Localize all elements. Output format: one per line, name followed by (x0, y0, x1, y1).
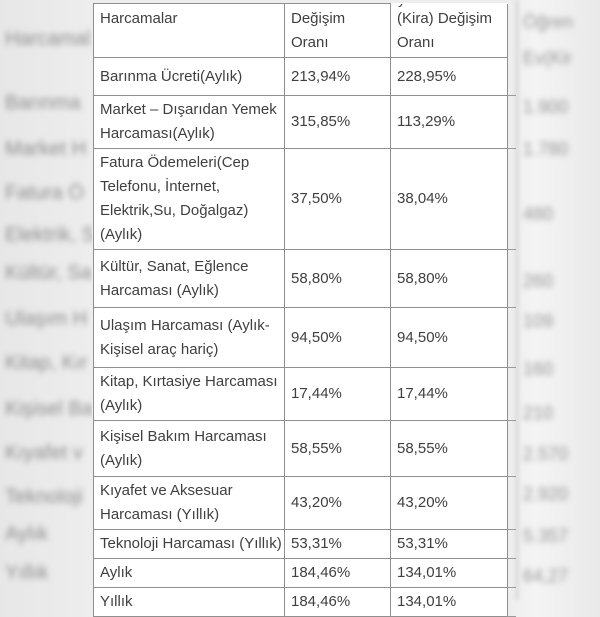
kira-degisim-orani-cell: 43,20% (390, 476, 508, 530)
degisim-orani-cell: 53,31% (284, 529, 391, 559)
blurred-column-border (516, 0, 518, 600)
table-row: Teknoloji Harcaması (Yıllık) 53,31% 53,31% (93, 529, 508, 559)
blurred-text-fragment: 2.570 (523, 444, 569, 464)
kira-degisim-orani-cell: 94,50% (390, 307, 508, 368)
degisim-orani-cell: 184,46% (284, 587, 391, 617)
blurred-text-fragment: 109 (523, 311, 554, 331)
blurred-text-fragment: 64,27 (523, 566, 569, 586)
kira-degisim-orani-cell: 17,44% (390, 367, 508, 421)
blurred-text-fragment: Barınma (5, 92, 81, 114)
expenses-table-body: Barınma Ücreti(Aylık) 213,94% 228,95% Marke… (93, 57, 508, 617)
blurred-text-fragment: 210 (523, 403, 554, 423)
blurred-text-fragment: 1.780 (523, 139, 569, 159)
table-row: Yıllık 184,46% 134,01% (93, 587, 508, 617)
expense-label-cell: Barınma Ücreti(Aylık) (93, 57, 285, 96)
kira-degisim-orani-cell: 53,31% (390, 529, 508, 559)
row-border-tick (507, 476, 516, 477)
row-border-tick (507, 420, 516, 421)
expense-label-cell: Teknoloji Harcaması (Yıllık) (93, 529, 285, 559)
blurred-text-fragment: Fatura Ö (5, 182, 84, 204)
expense-label-cell: Ulaşım Harcaması (Aylık-Kişisel araç har… (93, 307, 285, 368)
row-border-tick (507, 95, 516, 96)
degisim-orani-cell: 37,50% (284, 148, 391, 250)
blurred-text-fragment: Yıllık (5, 562, 49, 584)
blurred-background: Harcamal Barınma Market H Fatura Ö Elektrik,… (0, 0, 600, 600)
blurred-text-fragment: 1.900 (523, 97, 569, 117)
expense-label-cell: Kişisel Bakım Harcaması (Aylık) (93, 420, 285, 477)
blurred-text-fragment: Öğren (523, 12, 574, 32)
column-header-harcamalar: Harcamalar (93, 3, 285, 58)
expense-label-cell: Kültür, Sanat, Eğlence Harcaması (Aylık) (93, 249, 285, 308)
expense-label-cell: Market – Dışarıdan Yemek Harcaması(Aylık… (93, 95, 285, 149)
degisim-orani-cell: 58,55% (284, 420, 391, 477)
blurred-text-fragment: 2.920 (523, 484, 569, 504)
table-row: Kültür, Sanat, Eğlence Harcaması (Aylık)… (93, 249, 508, 308)
blurred-text-fragment: Kitap, Kır (5, 352, 88, 374)
row-border-tick (507, 249, 516, 250)
expenses-table: Harcamalar Değişim Oranı ya (Kira) Değiş… (93, 3, 508, 617)
blurred-text-fragment: 480 (523, 204, 554, 224)
table-row: Aylık 184,46% 134,01% (93, 558, 508, 588)
column-header-degisim-orani: Değişim Oranı (284, 3, 391, 58)
table-row: Kıyafet ve Aksesuar Harcaması (Yıllık) 43… (93, 476, 508, 530)
table-row: Kişisel Bakım Harcaması (Aylık) 58,55% 58,… (93, 420, 508, 477)
row-border-tick (507, 529, 516, 530)
expense-label-cell: Kitap, Kırtasiye Harcaması (Aylık) (93, 367, 285, 421)
expense-label-cell: Kıyafet ve Aksesuar Harcaması (Yıllık) (93, 476, 285, 530)
blurred-text-fragment: Aylık (5, 523, 48, 545)
table-row: Fatura Ödemeleri(Cep Telefonu, İnternet,… (93, 148, 508, 250)
degisim-orani-cell: 17,44% (284, 367, 391, 421)
blurred-text-fragment: 260 (523, 271, 554, 291)
blurred-text-fragment: Ulaşım H (5, 308, 88, 330)
degisim-orani-cell: 58,80% (284, 249, 391, 308)
table-row: Kitap, Kırtasiye Harcaması (Aylık) 17,44%… (93, 367, 508, 421)
blurred-text-fragment: Harcamal (5, 28, 91, 50)
row-border-tick (507, 307, 516, 308)
expense-label-cell: Aylık (93, 558, 285, 588)
expense-label-cell: Fatura Ödemeleri(Cep Telefonu, İnternet,… (93, 148, 285, 250)
table-header-row: Harcamalar Değişim Oranı ya (Kira) Değiş… (93, 3, 508, 58)
blurred-text-fragment: Kıyafet v (5, 442, 83, 464)
kira-degisim-orani-cell: 113,29% (390, 95, 508, 149)
kira-degisim-orani-cell: 134,01% (390, 587, 508, 617)
column-header-kira-label: (Kira) Değişim Oranı (397, 9, 493, 51)
blurred-right-margin: Öğren Ev(Kir 1.900 1.780 480 260 109 160 210 2.57… (519, 0, 600, 600)
row-border-tick (507, 367, 516, 368)
kira-degisim-orani-cell: 58,55% (390, 420, 508, 477)
blurred-text-fragment: Ev(Kir (523, 48, 572, 68)
blurred-text-fragment: Market H (5, 138, 87, 160)
kira-degisim-orani-cell: 58,80% (390, 249, 508, 308)
degisim-orani-cell: 184,46% (284, 558, 391, 588)
row-border-tick (507, 558, 516, 559)
blurred-text-fragment: 5.357 (523, 526, 569, 546)
degisim-orani-cell: 315,85% (284, 95, 391, 149)
table-row: Ulaşım Harcaması (Aylık-Kişisel araç har… (93, 307, 508, 368)
degisim-orani-cell: 43,20% (284, 476, 391, 530)
column-header-kira-degisim-orani: ya (Kira) Değişim Oranı (390, 3, 508, 58)
table-row: Market – Dışarıdan Yemek Harcaması(Aylık… (93, 95, 508, 149)
blurred-text-fragment: Teknoloji (5, 486, 83, 508)
kira-degisim-orani-cell: 38,04% (390, 148, 508, 250)
kira-degisim-orani-cell: 228,95% (390, 57, 508, 96)
kira-degisim-orani-cell: 134,01% (390, 558, 508, 588)
degisim-orani-cell: 213,94% (284, 57, 391, 96)
table-row: Barınma Ücreti(Aylık) 213,94% 228,95% (93, 57, 508, 96)
blurred-left-margin: Harcamal Barınma Market H Fatura Ö Elektrik,… (0, 0, 92, 600)
row-border-tick (507, 587, 516, 588)
blurred-text-fragment: 160 (523, 359, 554, 379)
cut-off-text-fragment: ya (398, 4, 438, 9)
blurred-text-fragment: Kültür, Sa (5, 262, 92, 284)
row-border-tick (507, 148, 516, 149)
expense-label-cell: Yıllık (93, 587, 285, 617)
degisim-orani-cell: 94,50% (284, 307, 391, 368)
blurred-text-fragment: Elektrik, S (5, 224, 92, 246)
blurred-text-fragment: Kişisel Ba (5, 398, 92, 420)
